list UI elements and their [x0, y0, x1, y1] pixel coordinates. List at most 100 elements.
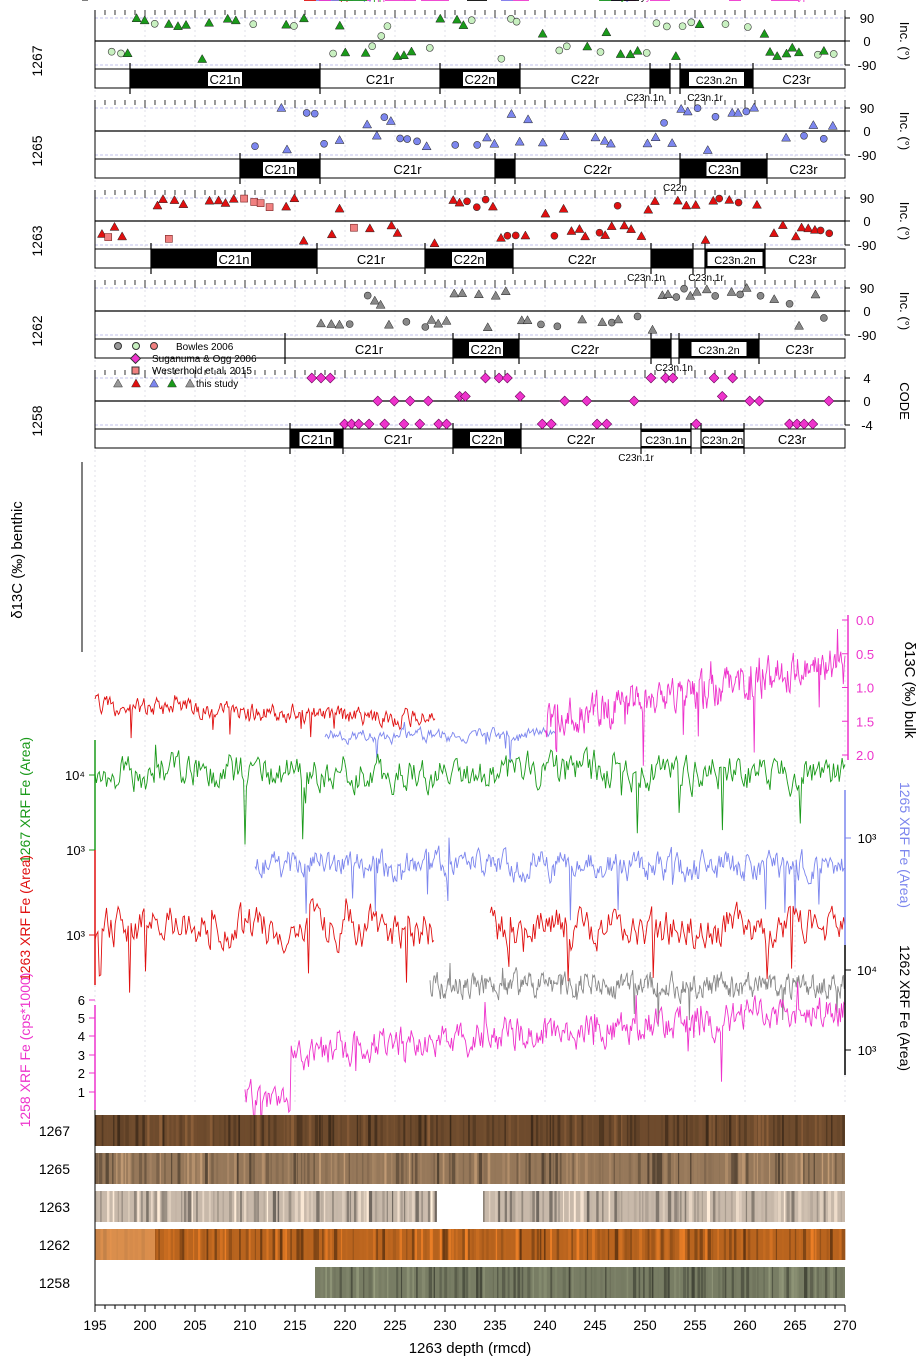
core-photo-band [774, 1153, 778, 1184]
core-photo-band [300, 1191, 305, 1222]
benthic-tick-label: -1.0 [54, 0, 78, 3]
core-photo-band [550, 1267, 553, 1298]
core-photo-band [106, 1191, 110, 1222]
core-photo-band [568, 1267, 571, 1298]
core-photo-band [334, 1153, 337, 1184]
core-photo-band [792, 1153, 796, 1184]
core-photo-band [532, 1267, 534, 1298]
x-tick-label: 250 [633, 1317, 657, 1333]
core-photo-band [243, 1153, 246, 1184]
core-photos: 1267 1265 1263 1262 1258 [39, 1115, 846, 1298]
core-photo-band [835, 1153, 837, 1184]
core-photo-band [753, 1153, 756, 1184]
core-photo-band [477, 1115, 479, 1146]
chron-label: C23r [789, 162, 818, 177]
core-photo-band [813, 1153, 815, 1184]
inclination-point [599, 135, 610, 145]
chron-label-box [208, 72, 242, 86]
core-photo-band [765, 1191, 768, 1222]
core-photo-band [642, 1153, 645, 1184]
core-photo-band [382, 1229, 386, 1260]
inclination-point [165, 235, 173, 243]
core-photo-band [613, 1153, 615, 1184]
core-photo-band [99, 1153, 103, 1184]
chron-label: C23r [788, 252, 817, 267]
core-photo-band [536, 1229, 539, 1260]
core-photo-band [701, 1191, 703, 1222]
core-photo-band [272, 1191, 276, 1222]
x-tick-label: 255 [683, 1317, 707, 1333]
chron-label: C23n.2n [698, 345, 740, 357]
core-photo-band [406, 1267, 410, 1298]
biostrat-label: B Nannotetrina spp. [266, 0, 354, 3]
core-photo-band [439, 1267, 442, 1298]
inclination-point [380, 113, 389, 122]
core-photo-band [368, 1115, 371, 1146]
chron-label: C22n [470, 342, 501, 357]
core-photo-band [794, 1229, 797, 1260]
inclination-point [109, 221, 120, 231]
core-photo-band [356, 1153, 358, 1184]
core-photo-band [515, 1229, 519, 1260]
inclination-point [522, 315, 533, 324]
core-photo-band [469, 1267, 471, 1298]
core-photo-band [282, 1191, 285, 1222]
chron-sublabel: C23n.1n [626, 93, 664, 104]
core-photo-band [819, 1229, 822, 1260]
core-photo-band [782, 1229, 784, 1260]
xrf-axis-label: 1263 XRF Fe (Area) [17, 855, 33, 981]
biostrat-label: T C. crassus [382, 0, 438, 3]
core-photo-band [539, 1229, 542, 1260]
inclination-point [326, 229, 337, 239]
inclination-point [769, 228, 779, 237]
core-photo-band [203, 1115, 208, 1146]
inclination-point [670, 51, 681, 60]
chron-label-box [263, 162, 297, 176]
core-photo-band [193, 1115, 198, 1146]
inclination-point [334, 20, 345, 30]
inclination-point [435, 13, 446, 23]
core-photo-band [751, 1191, 755, 1222]
legend-swatch [185, 378, 195, 388]
core-photo-band [154, 1191, 158, 1222]
core-photo-band [316, 1229, 320, 1260]
inclination-point [816, 226, 825, 235]
core-photo-band [408, 1153, 411, 1184]
core-photo-band [724, 1191, 727, 1222]
core-photo-band [656, 1229, 660, 1260]
core-photo-band [377, 1191, 380, 1222]
core-photo-band [826, 1115, 828, 1146]
core-photo-band [563, 1229, 567, 1260]
code-point [645, 372, 657, 384]
xrf-series-1263 [489, 901, 846, 982]
core-photo-band [766, 1115, 769, 1146]
core-photo-band [291, 1115, 295, 1146]
core-photo-band [592, 1229, 595, 1260]
core-photo-band [579, 1267, 582, 1298]
core-photo-band [491, 1115, 495, 1146]
core-photo-band [395, 1153, 400, 1184]
core-photo-band [164, 1153, 166, 1184]
code-point [823, 395, 835, 407]
inclination-point [619, 220, 630, 230]
core-photo-band [248, 1229, 251, 1260]
core-photo-band [212, 1115, 215, 1146]
core-photo-band [488, 1267, 493, 1298]
core-photo-1258 [315, 1267, 845, 1298]
core-photo-band [478, 1153, 483, 1184]
core-photo-band [164, 1229, 167, 1260]
biostrat-label: N. cristata / Nannotetrina spp. [259, 0, 391, 3]
core-photo-band [642, 1191, 644, 1222]
core-photo-band [574, 1267, 577, 1298]
inc-axis-label: Inc. (°) [897, 22, 912, 60]
core-photo-band [542, 1191, 545, 1222]
core-photo-band [113, 1115, 115, 1146]
inclination-point [590, 132, 601, 142]
core-photo-band [475, 1229, 480, 1260]
core-photo-band [196, 1191, 198, 1222]
core-photo-band [415, 1191, 419, 1222]
inclination-point [240, 194, 248, 203]
core-photo-band [758, 1191, 762, 1222]
core-photo-band [814, 1115, 817, 1146]
xrf-tick-label: 1 [78, 1085, 85, 1100]
